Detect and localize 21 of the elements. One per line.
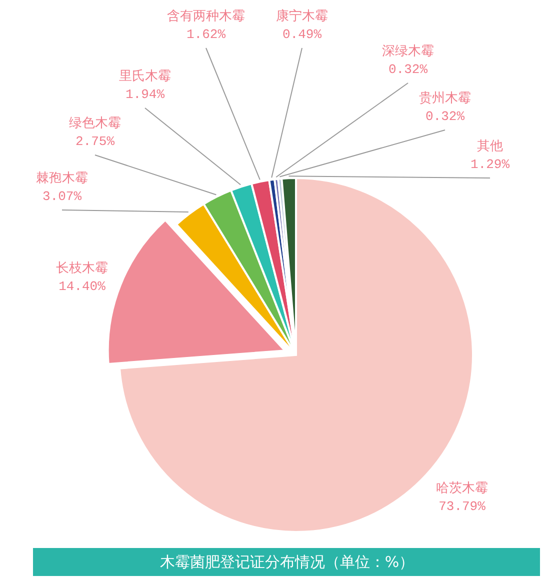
data-label: 0.49% [282, 27, 322, 42]
data-label: 1.94% [125, 87, 165, 102]
slice-label: 含有两种木霉 [167, 9, 245, 24]
slice-label: 棘孢木霉 [36, 171, 88, 186]
data-label: 1.29% [470, 157, 510, 172]
data-label: 1.62% [186, 27, 226, 42]
data-label: 14.40% [58, 279, 106, 294]
slice-label: 里氏木霉 [119, 69, 171, 84]
text: 木霉菌肥登记证分布情况（单位：%） [160, 553, 414, 571]
data-label: 73.79% [438, 499, 486, 514]
slice-label: 贵州木霉 [419, 91, 471, 106]
slice-label: 康宁木霉 [276, 8, 328, 24]
data-label: 0.32% [388, 62, 428, 77]
slice-label: 哈茨木霉 [436, 481, 488, 496]
slice-label: 长枝木霉 [56, 261, 108, 276]
data-label: 2.75% [75, 134, 115, 149]
data-label: 0.32% [425, 109, 465, 124]
data-label: 3.07% [42, 189, 82, 204]
slice-label: 其他 [477, 139, 503, 154]
slice-label: 深绿木霉 [382, 44, 434, 59]
slice-label: 绿色木霉 [69, 116, 121, 131]
